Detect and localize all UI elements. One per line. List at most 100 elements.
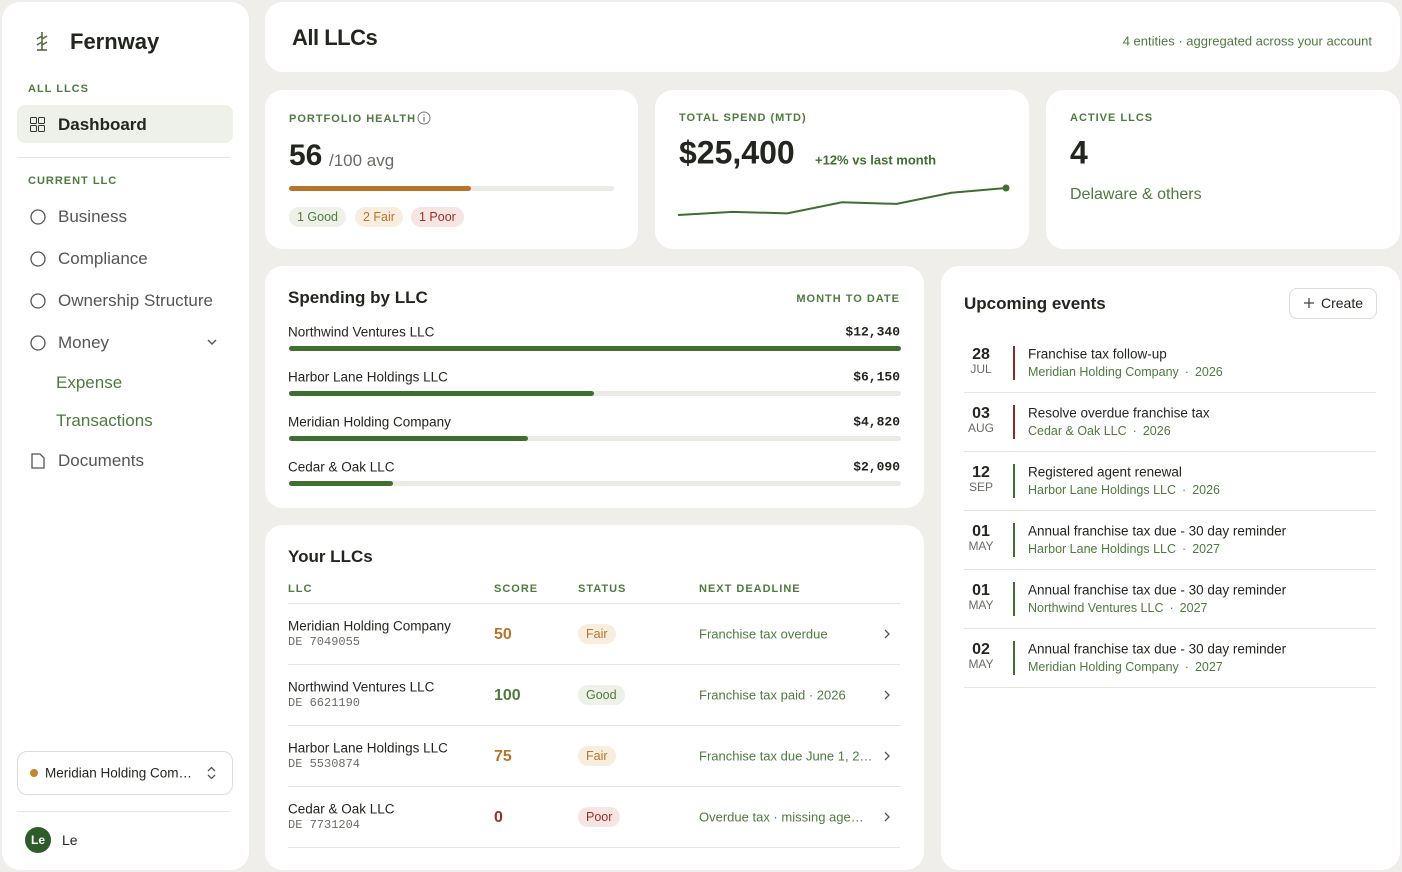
event-day: 28 — [972, 346, 990, 363]
divider — [964, 687, 1376, 688]
status-pill: Fair — [578, 624, 616, 644]
spend-change: +12% vs last month — [815, 152, 937, 168]
llc-name[interactable]: Northwind Ventures LLC — [288, 679, 435, 695]
next-deadline: Franchise tax due June 1, 2… — [699, 748, 873, 764]
column-header: STATUS — [578, 583, 627, 595]
card-title: Upcoming events — [964, 294, 1106, 313]
divider — [964, 628, 1376, 629]
llc-id: DE 6621190 — [288, 696, 361, 710]
row-chevron — [884, 751, 890, 761]
divider — [17, 811, 230, 812]
llc-name[interactable]: Cedar & Oak LLC — [288, 801, 395, 817]
event-title[interactable]: Annual franchise tax due - 30 day remind… — [1028, 582, 1287, 598]
llc-name[interactable]: Harbor Lane Holdings LLC — [288, 740, 448, 756]
status-dot — [30, 769, 38, 777]
nav-item[interactable]: Documents — [58, 451, 144, 470]
avatar-initials: Le — [30, 833, 46, 847]
create-button[interactable] — [1289, 288, 1377, 319]
spend-track — [289, 481, 901, 486]
event-title[interactable]: Franchise tax follow-up — [1028, 346, 1167, 362]
divider — [964, 451, 1376, 452]
nav-icon — [30, 293, 46, 309]
section-label: CURRENT LLC — [28, 175, 118, 187]
nav-item[interactable]: Money — [58, 333, 110, 352]
spend-value: $4,820 — [853, 414, 900, 430]
card-label: TOTAL SPEND (MTD) — [679, 112, 807, 124]
row-chevron — [884, 812, 890, 822]
nav-icon — [30, 335, 46, 351]
nav-item[interactable]: Ownership Structure — [58, 291, 213, 310]
event-year: 2026 — [1127, 424, 1171, 438]
health-pill: 1 Poor — [411, 207, 464, 227]
trend-end — [1002, 184, 1010, 192]
status-pill: Good — [578, 685, 625, 705]
page-subtitle: 4 entities · aggregated across your acco… — [1122, 33, 1372, 49]
row-chevron — [884, 629, 890, 639]
divider — [288, 725, 900, 726]
event-title[interactable]: Registered agent renewal — [1028, 464, 1182, 480]
event-month: MAY — [968, 657, 994, 671]
selector-text[interactable]: Meridian Holding Com… — [45, 765, 193, 781]
nav-item[interactable]: Compliance — [58, 249, 148, 268]
nav-icon — [30, 209, 46, 225]
card-label: PORTFOLIO HEALTH — [289, 113, 417, 125]
divider — [964, 569, 1376, 570]
divider — [288, 664, 900, 665]
next-deadline: Franchise tax paid · 2026 — [699, 687, 846, 703]
card-period: MONTH TO DATE — [796, 293, 900, 305]
event-year: 2027 — [1176, 542, 1220, 556]
chevron — [207, 339, 217, 345]
subnav-item[interactable]: Transactions — [56, 411, 153, 430]
divider — [964, 392, 1376, 393]
subnav-item[interactable]: Expense — [56, 373, 123, 392]
nav-active — [17, 105, 233, 143]
llc-name[interactable]: Meridian Holding Company — [288, 618, 451, 634]
llc-name: Northwind Ventures LLC — [288, 324, 435, 340]
spend-track — [289, 436, 901, 441]
event-bar — [1013, 641, 1015, 675]
event-bar — [1013, 582, 1015, 616]
selector-icon — [207, 766, 216, 780]
active-count: 4 — [1070, 134, 1088, 171]
spend-bar — [289, 436, 529, 441]
health-bar — [289, 186, 471, 191]
section-label: ALL LLCS — [28, 83, 89, 95]
health-suffix: /100 avg — [329, 151, 395, 170]
events-card — [941, 266, 1400, 870]
header-card — [265, 2, 1400, 72]
spend-card — [655, 90, 1029, 249]
spend-bar — [289, 346, 901, 351]
event-bar — [1013, 405, 1015, 439]
spend-track — [289, 391, 901, 396]
event-entity: Meridian Holding Company — [1028, 365, 1179, 379]
spend-bar — [289, 391, 594, 396]
status-pill: Fair — [578, 746, 616, 766]
nav-item[interactable]: Business — [58, 207, 127, 226]
divider — [964, 510, 1376, 511]
event-entity: Harbor Lane Holdings LLC — [1028, 483, 1177, 497]
event-title[interactable]: Resolve overdue franchise tax — [1028, 405, 1210, 421]
nav-item[interactable]: Dashboard — [58, 115, 147, 134]
llc-id: DE 7049055 — [288, 635, 361, 649]
dashboard-icon — [30, 117, 45, 132]
nav-icon — [31, 453, 45, 469]
card-label: ACTIVE LLCS — [1070, 112, 1154, 124]
event-day: 03 — [972, 405, 990, 422]
event-title[interactable]: Annual franchise tax due - 30 day remind… — [1028, 641, 1287, 657]
event-bar — [1013, 464, 1015, 498]
event-day: 01 — [972, 523, 990, 540]
event-year: 2027 — [1179, 660, 1223, 674]
llc-id: DE 7731204 — [288, 818, 361, 832]
llc-score: 75 — [494, 748, 512, 765]
event-year: 2027 — [1164, 601, 1208, 615]
event-month: JUL — [970, 362, 992, 376]
event-title[interactable]: Annual franchise tax due - 30 day remind… — [1028, 523, 1287, 539]
event-entity: Meridian Holding Company — [1028, 660, 1179, 674]
llc-selector[interactable] — [17, 751, 233, 795]
divider — [288, 603, 900, 604]
create-label[interactable]: Create — [1321, 295, 1364, 311]
divider — [288, 786, 900, 787]
spend-amount: $25,400 — [679, 134, 795, 171]
active-note: Delaware & others — [1070, 186, 1202, 203]
spend-bar — [289, 481, 393, 486]
